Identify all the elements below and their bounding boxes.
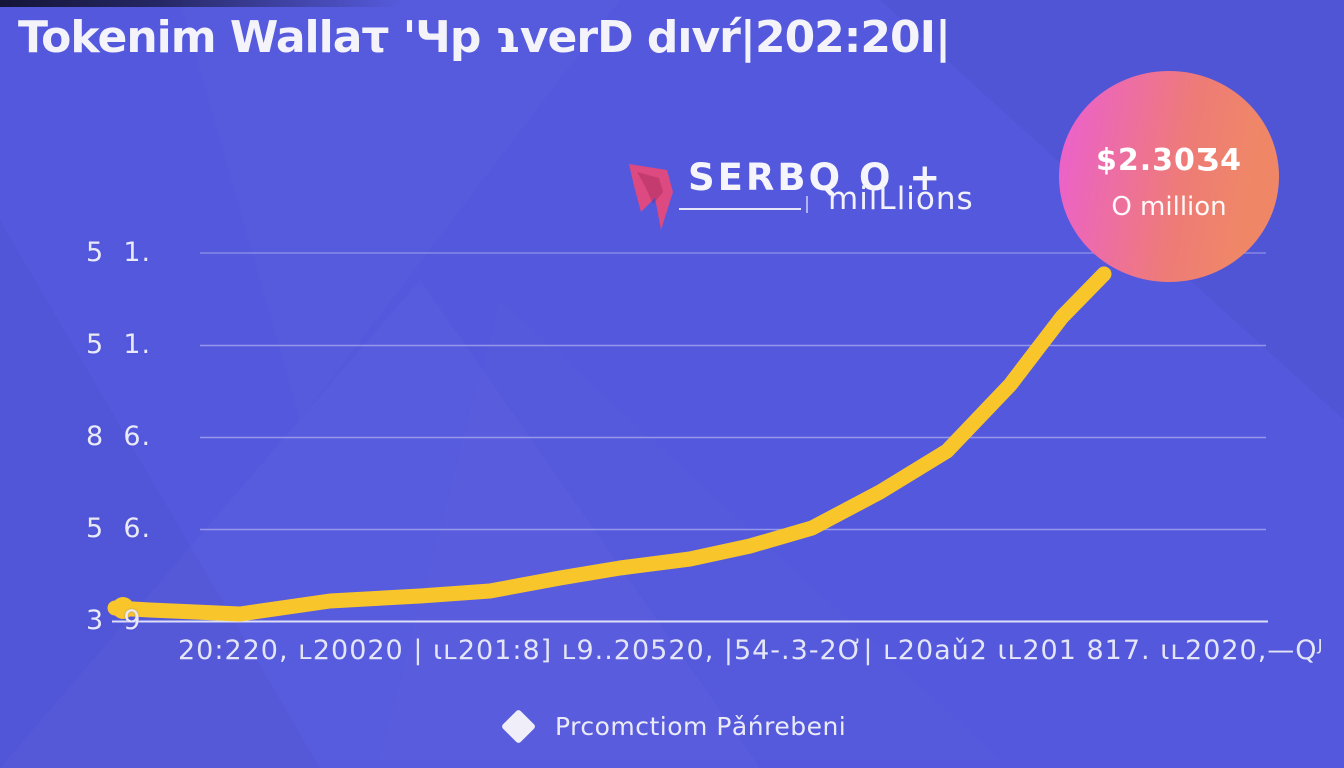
chart-annotation: SERBQ O + milLlions: [610, 148, 973, 238]
x-tick-label: 201:8] ʟ: [457, 634, 577, 666]
x-tick-label: 2020,—Qᴶ: [1185, 634, 1324, 666]
top-edge-dark-strip: [0, 0, 1344, 7]
chart-legend: Prcomctiom Pǎńrebeni: [500, 705, 847, 747]
y-tick-label: 5 1.: [86, 329, 152, 360]
x-tick-label: 54-.3-2Ơ| ʟ: [733, 634, 898, 666]
badge-value: $2.30Ʒ4: [1096, 143, 1242, 178]
x-tick-label: 20020 | ɩʟ: [312, 634, 458, 666]
annotation-tick: [806, 196, 808, 213]
legend-label: Prcomctiom Pǎńrebeni: [555, 711, 847, 741]
y-tick-label: 5 6.: [86, 513, 152, 544]
badge-unit: O million: [1111, 192, 1227, 222]
data-series-line: [107, 266, 1112, 622]
x-axis-labels: 20:220, ʟ 20020 | ɩʟ 201:8] ʟ 9..20520, …: [178, 632, 1323, 668]
annotation-underline: [679, 208, 801, 210]
y-tick-label: 5 1.: [86, 237, 152, 268]
x-tick-label: 20aǔ2 ɩʟ: [897, 634, 1023, 666]
y-tick-label: 3 9: [86, 605, 142, 636]
x-tick-label: 201 817. ɩʟ: [1022, 634, 1186, 666]
flag-icon: [629, 164, 673, 230]
annotation-title: SERBQ O +: [688, 156, 944, 199]
value-badge: $2.30Ʒ4 O million: [1059, 71, 1279, 282]
x-tick-label: 20:220, ʟ: [178, 634, 313, 666]
gridlines: [200, 252, 1266, 531]
annotation-subtitle: milLlions: [828, 181, 974, 217]
page-title: Tokenim Wallaτ 'Чp ɿverD dıvŕ|202:20I|: [18, 12, 951, 63]
y-tick-label: 8 6.: [86, 421, 152, 452]
x-tick-label: 9..20520, |: [576, 634, 734, 666]
diamond-icon: [500, 708, 537, 744]
